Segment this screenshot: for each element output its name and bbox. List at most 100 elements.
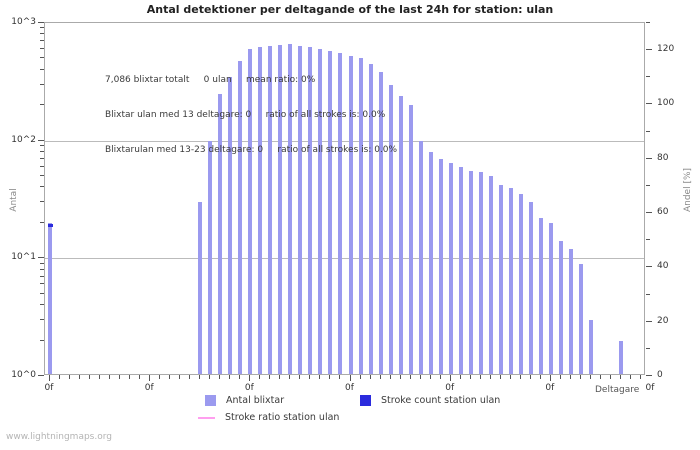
y-tick-label-right: 80 <box>657 152 669 163</box>
y-tick-major-right <box>646 157 652 159</box>
x-tick-minor <box>619 375 621 379</box>
x-tick-minor <box>369 375 371 379</box>
y-tick-minor <box>40 262 44 264</box>
x-tick-minor <box>429 375 431 379</box>
bar <box>478 172 483 374</box>
chart-legend: Antal blixtar Stroke count station ulan St… <box>0 393 700 429</box>
x-tick-minor <box>179 375 181 379</box>
x-tick-major <box>49 375 50 381</box>
y-tick-minor <box>40 339 44 341</box>
bar <box>498 185 503 374</box>
bar <box>558 241 563 374</box>
bar <box>468 171 473 374</box>
legend-item[interactable]: Stroke ratio station ulan <box>198 412 339 423</box>
y-axis-right-title: Andel [%] <box>683 167 693 213</box>
bar <box>368 63 373 374</box>
x-tick-label: 0f <box>545 383 555 393</box>
bar <box>458 166 463 374</box>
x-tick-minor <box>489 375 491 379</box>
y-axis-left-title: Antal <box>9 188 19 212</box>
x-tick-minor <box>119 375 121 379</box>
y-tick-label: 10^2 <box>11 134 36 145</box>
bar <box>258 47 263 374</box>
x-tick-minor <box>199 375 201 379</box>
bar <box>588 319 593 374</box>
y-tick-minor-right <box>646 130 650 132</box>
x-tick-minor <box>229 375 231 379</box>
bar <box>528 202 533 374</box>
x-tick-major <box>349 375 351 381</box>
x-tick-minor <box>259 375 261 379</box>
y-tick-minor <box>40 304 44 306</box>
y-tick-minor <box>40 151 44 153</box>
x-tick-minor <box>299 375 301 379</box>
bar <box>318 49 323 374</box>
gridline <box>45 140 644 142</box>
y-tick-minor <box>40 175 44 177</box>
bar <box>298 45 303 374</box>
x-tick-minor <box>509 375 511 379</box>
bar <box>508 187 513 374</box>
y-tick-major-right <box>646 320 652 322</box>
x-tick-label: 0f <box>244 383 254 393</box>
legend-item[interactable]: Stroke count station ulan <box>360 395 500 406</box>
bar <box>268 45 273 374</box>
bar <box>288 44 293 374</box>
plot-area: 7,086 blixtar totalt 0 ulan mean ratio: … <box>44 22 645 375</box>
y-tick-minor-right <box>646 239 650 241</box>
y-tick-minor <box>40 33 44 35</box>
x-tick-minor <box>479 375 481 379</box>
x-tick-minor <box>139 375 141 379</box>
bar <box>308 47 313 374</box>
y-tick-major <box>38 257 44 259</box>
y-tick-minor-right <box>646 184 650 186</box>
y-tick-minor <box>40 57 44 59</box>
bar <box>388 84 393 374</box>
bar <box>568 249 573 374</box>
y-tick-minor-right <box>646 347 650 349</box>
x-tick-minor <box>159 375 161 379</box>
x-tick-minor <box>529 375 531 379</box>
bar <box>348 56 353 374</box>
x-tick-minor <box>319 375 321 379</box>
y-tick-minor <box>40 83 44 85</box>
y-tick-minor-right <box>646 293 650 295</box>
y-tick-major <box>38 375 44 376</box>
bar <box>618 340 623 374</box>
bar <box>198 202 203 374</box>
y-tick-minor <box>40 283 44 285</box>
y-tick-label-right: 0 <box>657 370 663 380</box>
x-tick-minor <box>469 375 471 379</box>
y-tick-minor-right <box>646 22 650 23</box>
x-tick-minor <box>399 375 401 379</box>
bar <box>488 176 493 374</box>
x-tick-minor <box>459 375 461 379</box>
x-tick-minor <box>79 375 81 379</box>
y-tick-minor <box>40 104 44 106</box>
x-tick-minor <box>59 375 61 379</box>
annotation-line-1: 7,086 blixtar totalt 0 ulan mean ratio: … <box>105 75 316 86</box>
bar <box>428 152 433 374</box>
stroke-count-marker <box>47 223 53 227</box>
x-tick-minor <box>639 375 641 379</box>
y-tick-label: 10^0 <box>11 370 36 380</box>
annotation-line-2: Blixtar ulan med 13 deltagare: 0 ratio o… <box>105 109 386 120</box>
x-tick-minor <box>329 375 331 379</box>
bar <box>538 218 543 374</box>
bar <box>328 50 333 374</box>
y-tick-major <box>38 139 44 141</box>
watermark: www.lightningmaps.org <box>6 432 112 442</box>
x-tick-minor <box>359 375 361 379</box>
legend-item[interactable]: Antal blixtar <box>205 395 284 406</box>
y-tick-minor <box>40 27 44 29</box>
x-tick-minor <box>379 375 381 379</box>
bar <box>418 140 423 374</box>
y-tick-minor <box>40 221 44 223</box>
x-tick-minor <box>559 375 561 379</box>
y-tick-major-right <box>646 49 652 51</box>
y-tick-label-right: 100 <box>657 98 675 109</box>
x-tick-minor <box>629 375 631 379</box>
y-tick-label-right: 60 <box>657 207 669 218</box>
x-tick-minor <box>99 375 101 379</box>
